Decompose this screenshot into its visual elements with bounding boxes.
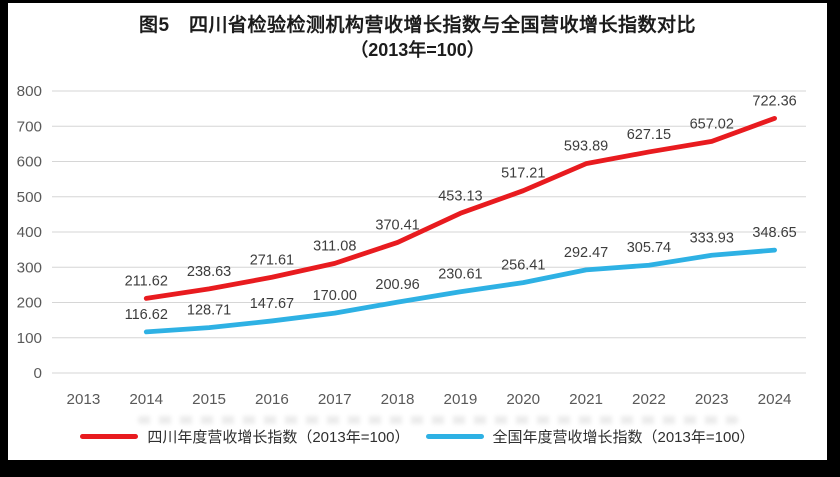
y-axis-tick-label: 400 xyxy=(17,224,42,241)
x-axis-tick-label: 2016 xyxy=(255,391,289,408)
legend-label-sichuan: 四川年度营收增长指数（2013年=100） xyxy=(147,429,410,446)
data-label-national: 230.61 xyxy=(438,267,482,283)
data-label-sichuan: 370.41 xyxy=(375,217,419,233)
x-axis-tick-label: 2023 xyxy=(695,391,729,408)
data-label-national: 305.74 xyxy=(627,240,671,256)
data-label-national: 170.00 xyxy=(313,288,357,304)
x-axis-tick-label: 2019 xyxy=(444,391,478,408)
chart-title-line2: （2013年=100） xyxy=(350,40,485,60)
legend-item-sichuan: 四川年度营收增长指数（2013年=100） xyxy=(80,426,410,447)
y-axis-tick-label: 300 xyxy=(17,259,42,276)
chart-title-line1: 图5 四川省检验检测机构营收增长指数与全国营收增长指数对比 xyxy=(138,15,697,36)
data-label-national: 128.71 xyxy=(187,303,231,319)
data-label-national: 147.67 xyxy=(250,296,294,312)
chart-legend: 四川年度营收增长指数（2013年=100） 全国年度营收增长指数（2013年=10… xyxy=(8,426,827,447)
y-axis-tick-label: 500 xyxy=(17,189,42,206)
x-axis-tick-label: 2020 xyxy=(506,391,540,408)
legend-label-national: 全国年度营收增长指数（2013年=100） xyxy=(492,429,755,446)
chart-title: 图5 四川省检验检测机构营收增长指数与全国营收增长指数对比 （2013年=100… xyxy=(8,14,827,62)
data-label-national: 200.96 xyxy=(375,277,419,293)
y-axis-tick-label: 700 xyxy=(17,118,42,135)
y-axis-tick-label: 200 xyxy=(17,295,42,312)
x-axis-tick-label: 2022 xyxy=(632,391,666,408)
y-axis-tick-label: 0 xyxy=(34,365,42,382)
data-label-sichuan: 453.13 xyxy=(438,188,482,204)
data-label-national: 116.62 xyxy=(125,307,168,323)
x-axis-tick-label: 2018 xyxy=(381,391,415,408)
data-label-sichuan: 238.63 xyxy=(187,264,231,280)
y-axis-tick-label: 800 xyxy=(17,83,42,100)
legend-item-national: 全国年度营收增长指数（2013年=100） xyxy=(425,426,755,447)
x-axis-tick-label: 2013 xyxy=(67,391,101,408)
x-axis-tick-label: 2024 xyxy=(758,391,792,408)
x-axis-tick-label: 2014 xyxy=(129,391,163,408)
series-line-national xyxy=(143,247,777,335)
data-label-sichuan: 271.61 xyxy=(250,252,294,268)
data-label-national: 333.93 xyxy=(690,230,734,246)
data-label-sichuan: 517.21 xyxy=(501,166,545,182)
y-axis-tick-label: 600 xyxy=(17,154,42,171)
y-axis-tick-label: 100 xyxy=(17,330,42,347)
data-label-sichuan: 722.36 xyxy=(752,93,796,109)
data-label-sichuan: 627.15 xyxy=(627,127,671,143)
data-label-sichuan: 657.02 xyxy=(690,116,734,132)
x-axis-tick-label: 2015 xyxy=(192,391,226,408)
data-label-sichuan: 311.08 xyxy=(313,238,356,254)
data-label-national: 292.47 xyxy=(564,245,608,261)
x-axis-tick-label: 2021 xyxy=(569,391,603,408)
data-label-sichuan: 593.89 xyxy=(564,139,608,155)
data-label-national: 256.41 xyxy=(501,258,545,274)
legend-swatch-sichuan xyxy=(80,434,139,439)
data-label-sichuan: 211.62 xyxy=(125,273,168,289)
chart-canvas: 图5 四川省检验检测机构营收增长指数与全国营收增长指数对比 （2013年=100… xyxy=(8,3,827,460)
line-chart-plot: 0 100 200 300 400 500 600 700 800 2013 2014 2015 201… xyxy=(17,83,806,408)
series-line-sichuan xyxy=(143,115,777,301)
legend-swatch-national xyxy=(425,434,484,439)
data-label-national: 348.65 xyxy=(752,225,796,241)
x-axis-tick-label: 2017 xyxy=(318,391,352,408)
